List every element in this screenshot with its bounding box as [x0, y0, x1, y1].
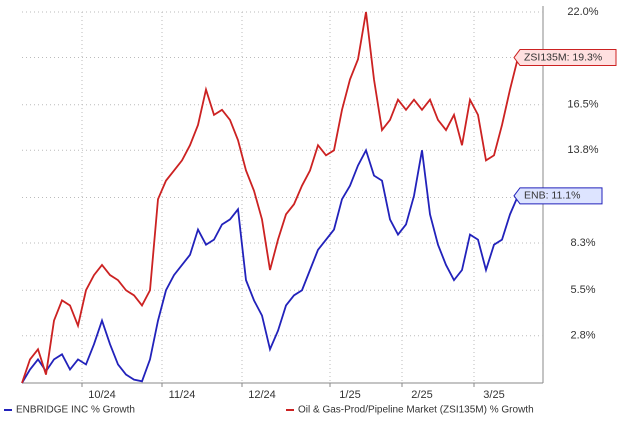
y-tick-label: 8.3%: [570, 237, 595, 249]
x-tick-label: 11/24: [169, 389, 196, 401]
y-tick-label: 16.5%: [567, 99, 598, 111]
end-label: ZSI135M: 19.3%: [524, 51, 602, 63]
x-tick-label: 1/25: [339, 389, 360, 401]
y-tick-label: 22.0%: [567, 6, 598, 18]
end-label-box: [513, 187, 603, 205]
x-tick-label: 3/25: [483, 389, 504, 401]
y-tick-label: 2.8%: [570, 330, 595, 342]
x-tick-label: 2/25: [411, 389, 432, 401]
legend-label: ENBRIDGE INC % Growth: [16, 405, 135, 416]
legend-label: Oil & Gas-Prod/Pipeline Market (ZSI135M)…: [298, 405, 534, 416]
series-line: [21, 11, 519, 384]
end-label-box: [513, 49, 617, 67]
series-line: [21, 147, 519, 384]
x-tick-label: 12/24: [248, 389, 276, 401]
end-label: ENB: 11.1%: [524, 190, 580, 202]
y-tick-label: 5.5%: [570, 284, 595, 296]
y-tick-label: 13.8%: [567, 144, 598, 156]
x-tick-label: 10/24: [88, 389, 116, 401]
